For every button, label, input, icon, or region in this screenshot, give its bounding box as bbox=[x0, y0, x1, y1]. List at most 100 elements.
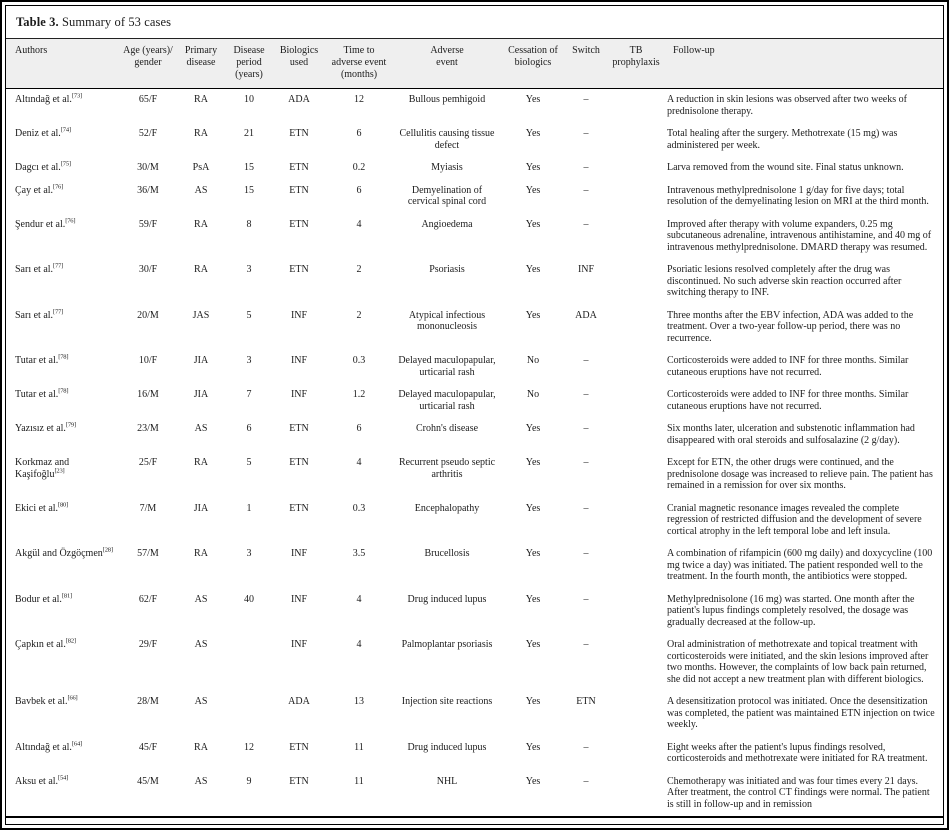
cell-time-to-event: 2 bbox=[356, 264, 362, 275]
cell-follow-up: Corticosteroids were added to INF for th… bbox=[667, 355, 909, 378]
cell-authors: Bavbek et al.[66] bbox=[15, 694, 78, 707]
cell-disease-period bbox=[226, 691, 272, 737]
cell-authors: Korkmaz and Kaşifoğlu[23] bbox=[15, 457, 70, 480]
cell-tb-prophylaxis bbox=[608, 452, 664, 498]
cell-age-gender: 36/M bbox=[137, 184, 159, 196]
cell-age-gender: 28/M bbox=[137, 696, 159, 707]
cell-tb-prophylaxis bbox=[608, 259, 664, 305]
cell-primary-disease: RA bbox=[194, 218, 208, 230]
cell-biologics-used: INF bbox=[290, 548, 308, 559]
cell-adverse-event: Cellulitis causing tissue defect bbox=[399, 128, 495, 151]
cell-authors: Akgül and Özgöçmen[28] bbox=[15, 546, 113, 559]
cell-authors: Altındağ et al.[73] bbox=[15, 92, 82, 105]
cell-tb-prophylaxis bbox=[608, 384, 664, 418]
table-row: Şendur et al.[76] 59/F RA 8 ETN 4 Angioedema Ye… bbox=[6, 214, 943, 260]
cell-age-gender: 10/F bbox=[138, 355, 158, 366]
cell-time-to-event: 4 bbox=[356, 639, 362, 650]
cell-primary-disease: JIA bbox=[193, 355, 209, 366]
cell-follow-up: Eight weeks after the patient's lupus fi… bbox=[667, 741, 928, 765]
cell-switch: – bbox=[583, 162, 589, 173]
column-header-cessation: Cessation of biologics bbox=[502, 39, 564, 89]
cell-tb-prophylaxis bbox=[608, 305, 664, 351]
cell-cessation: Yes bbox=[525, 775, 541, 787]
cell-disease-period: 8 bbox=[246, 218, 252, 230]
reference-superscript: [82] bbox=[65, 637, 76, 645]
column-header-age-gender: Age (years)/ gender bbox=[120, 39, 176, 89]
cell-switch: ETN bbox=[576, 696, 596, 707]
cell-primary-disease: AS bbox=[194, 639, 208, 650]
cell-age-gender: 23/M bbox=[137, 423, 159, 434]
reference-superscript: [73] bbox=[71, 92, 82, 100]
cell-biologics-used: INF bbox=[290, 389, 308, 400]
cell-primary-disease: AS bbox=[194, 775, 208, 787]
reference-superscript: [77] bbox=[53, 262, 64, 270]
reference-superscript: [79] bbox=[65, 421, 76, 429]
cell-disease-period: 21 bbox=[244, 128, 254, 139]
cell-primary-disease: PsA bbox=[192, 162, 210, 173]
cell-disease-period: 10 bbox=[244, 94, 254, 105]
cell-tb-prophylaxis bbox=[608, 691, 664, 737]
column-header-switch: Switch bbox=[564, 39, 608, 89]
cell-primary-disease: RA bbox=[194, 548, 208, 559]
cell-time-to-event: 0.3 bbox=[352, 355, 366, 366]
cell-cessation: Yes bbox=[525, 696, 541, 707]
column-header-primary-disease: Primary disease bbox=[176, 39, 226, 89]
cell-authors: Deniz et al.[74] bbox=[15, 126, 71, 139]
cell-primary-disease: RA bbox=[194, 741, 208, 753]
column-header-time-to-adverse-event: Time to adverse event (months) bbox=[326, 39, 392, 89]
cell-primary-disease: AS bbox=[194, 423, 208, 434]
cell-cessation: Yes bbox=[525, 741, 541, 753]
cell-time-to-event: 6 bbox=[356, 184, 362, 196]
table-row: Çay et al.[76] 36/M AS 15 ETN 6 Demyelination … bbox=[6, 180, 943, 214]
cell-time-to-event: 4 bbox=[356, 457, 362, 468]
cell-cessation: Yes bbox=[525, 218, 541, 230]
cell-biologics-used: ETN bbox=[289, 423, 309, 434]
table-caption: Table 3. Summary of 53 cases bbox=[6, 6, 943, 39]
cell-tb-prophylaxis bbox=[608, 157, 664, 180]
cell-biologics-used: INF bbox=[290, 309, 308, 321]
reference-superscript: [76] bbox=[53, 183, 64, 191]
cell-primary-disease: JIA bbox=[193, 502, 209, 514]
cell-disease-period: 3 bbox=[246, 264, 252, 275]
table-row: Bavbek et al.[66] 28/M AS ADA 13 Injection si… bbox=[6, 691, 943, 737]
cell-authors: Şendur et al.[76] bbox=[15, 217, 76, 230]
cell-switch: – bbox=[583, 457, 589, 468]
cell-adverse-event: Injection site reactions bbox=[401, 696, 493, 707]
cell-adverse-event: Psoriasis bbox=[429, 264, 465, 275]
cell-disease-period: 1 bbox=[246, 502, 252, 514]
cell-disease-period: 7 bbox=[246, 389, 252, 400]
cell-adverse-event: Recurrent pseudo septic arthritis bbox=[398, 457, 496, 480]
cell-authors: Çapkın et al.[82] bbox=[15, 637, 76, 650]
cell-primary-disease: RA bbox=[194, 128, 208, 139]
table-row: Akgül and Özgöçmen[28] 57/M RA 3 INF 3.5 Bruce… bbox=[6, 543, 943, 589]
reference-superscript: [78] bbox=[58, 353, 69, 361]
cell-follow-up: Oral administration of methotrexate and … bbox=[667, 639, 929, 685]
cell-adverse-event: Angioedema bbox=[421, 218, 473, 230]
column-header-biologics-used: Biologics used bbox=[272, 39, 326, 89]
cell-follow-up: A desensitization protocol was initiated… bbox=[667, 696, 935, 730]
cell-time-to-event: 4 bbox=[356, 593, 362, 605]
reference-superscript: [64] bbox=[71, 740, 82, 748]
cell-switch: – bbox=[583, 548, 589, 559]
cell-follow-up: Six months later, ulceration and substen… bbox=[667, 423, 915, 446]
cell-tb-prophylaxis bbox=[608, 543, 664, 589]
cell-primary-disease: AS bbox=[194, 593, 208, 605]
cell-adverse-event: Encephalopathy bbox=[414, 502, 480, 514]
table-row: Ekici et al.[80] 7/M JIA 1 ETN 0.3 Encephalopa… bbox=[6, 498, 943, 544]
cell-switch: – bbox=[583, 423, 589, 434]
table-row: Aksu et al.[54] 45/M AS 9 ETN 11 NHL Yes – Chemot… bbox=[6, 771, 943, 818]
table-title: Summary of 53 cases bbox=[61, 15, 172, 29]
cell-disease-period: 6 bbox=[246, 423, 252, 434]
cell-age-gender: 25/F bbox=[138, 457, 158, 468]
reference-superscript: [78] bbox=[58, 387, 69, 395]
reference-superscript: [28] bbox=[102, 546, 113, 554]
cell-adverse-event: Drug induced lupus bbox=[407, 593, 487, 605]
cell-authors: Altındağ et al.[64] bbox=[15, 740, 82, 753]
reference-superscript: [75] bbox=[60, 160, 71, 168]
table-row: Yazısız et al.[79] 23/M AS 6 ETN 6 Crohn's dis… bbox=[6, 418, 943, 452]
cell-disease-period: 9 bbox=[246, 775, 252, 787]
cell-tb-prophylaxis bbox=[608, 214, 664, 260]
cell-age-gender: 62/F bbox=[138, 593, 158, 605]
cell-tb-prophylaxis bbox=[608, 498, 664, 544]
cell-age-gender: 57/M bbox=[137, 548, 159, 559]
